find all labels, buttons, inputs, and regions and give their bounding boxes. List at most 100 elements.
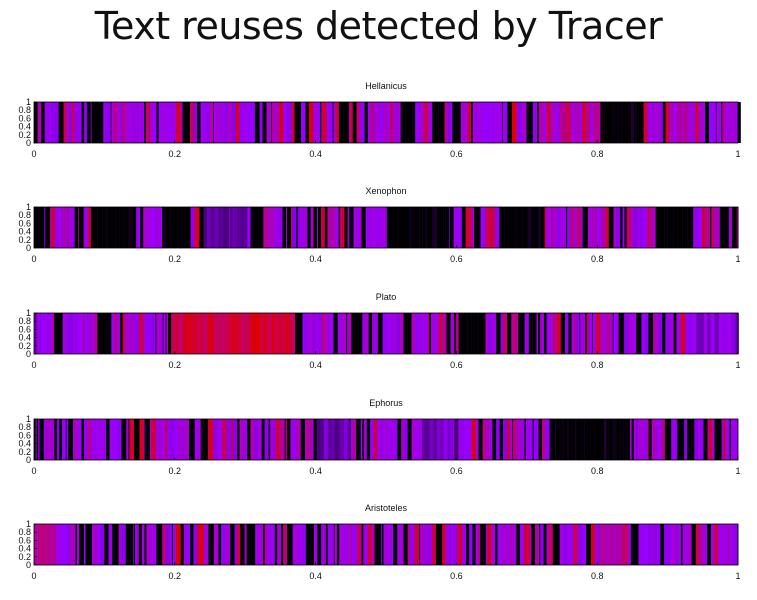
heat-stripe	[613, 207, 617, 248]
heat-stripe	[247, 207, 251, 248]
heat-stripe	[34, 207, 36, 248]
x-tick-label: 0	[31, 360, 36, 370]
heat-stripe	[97, 207, 103, 248]
heat-stripe	[403, 313, 408, 354]
heat-stripe	[631, 419, 633, 460]
heat-stripe	[333, 524, 335, 565]
y-tick-label: 0.6	[18, 113, 31, 123]
heat-stripe	[373, 102, 375, 143]
heat-stripe	[383, 102, 388, 143]
heat-stripe	[316, 419, 321, 460]
heat-stripe	[400, 102, 405, 143]
heat-stripe	[140, 207, 144, 248]
heat-stripe	[284, 313, 286, 354]
heat-stripe	[46, 524, 50, 565]
heat-stripe	[635, 524, 639, 565]
heat-stripe	[488, 102, 494, 143]
heat-stripe	[207, 313, 213, 354]
heat-stripe	[304, 313, 308, 354]
heat-stripe	[155, 313, 157, 354]
heat-stripe	[109, 419, 114, 460]
heat-stripe	[63, 207, 65, 248]
heat-stripe	[285, 419, 287, 460]
heat-stripe	[436, 419, 441, 460]
x-tick-label: 1	[735, 149, 740, 159]
heat-stripe	[582, 207, 586, 248]
heat-stripe	[730, 419, 732, 460]
heat-stripe	[167, 102, 172, 143]
heat-stripe	[292, 207, 297, 248]
heat-stripe	[165, 419, 168, 460]
heat-stripe	[575, 419, 576, 460]
heat-stripe	[124, 207, 129, 248]
heat-stripe	[230, 102, 232, 143]
heat-stripe	[277, 207, 279, 248]
heat-stripe	[393, 207, 398, 248]
heat-stripe	[724, 207, 729, 248]
heat-stripe	[455, 102, 458, 143]
heat-stripe	[136, 207, 141, 248]
heat-stripe	[660, 207, 665, 248]
heat-stripe	[185, 524, 187, 565]
heat-stripe	[527, 207, 532, 248]
heat-stripe	[248, 313, 253, 354]
heat-stripe	[183, 524, 186, 565]
heat-stripe	[627, 419, 631, 460]
heat-stripe	[271, 102, 272, 143]
heat-stripe	[599, 524, 605, 565]
heat-stripe	[618, 313, 620, 354]
heat-stripe	[134, 419, 138, 460]
heat-stripe	[114, 524, 119, 565]
heat-stripe	[580, 313, 583, 354]
heat-stripe	[194, 102, 195, 143]
plot-frame	[33, 418, 739, 461]
heat-stripe	[507, 313, 512, 354]
heat-stripe	[291, 524, 293, 565]
heat-stripe	[703, 207, 706, 248]
heat-stripe	[445, 524, 450, 565]
heat-stripe	[652, 524, 655, 565]
heat-stripe	[452, 102, 456, 143]
heat-stripe	[446, 313, 451, 354]
heat-stripe	[159, 419, 162, 460]
heat-stripe	[432, 102, 435, 143]
heat-stripe	[238, 313, 242, 354]
heat-stripe	[338, 102, 344, 143]
heat-stripe	[184, 313, 186, 354]
heat-stripe	[411, 313, 416, 354]
heat-stripe	[364, 102, 368, 143]
heat-stripe	[54, 419, 57, 460]
heat-stripe	[189, 102, 194, 143]
heat-stripe	[616, 524, 619, 565]
heat-stripe	[487, 524, 492, 565]
heat-stripe	[641, 419, 644, 460]
heat-stripe	[386, 207, 389, 248]
heat-stripe	[587, 207, 593, 248]
heat-stripe	[677, 524, 681, 565]
y-tick-label: 0.4	[18, 439, 31, 449]
heat-stripe	[50, 207, 51, 248]
heat-stripe	[268, 419, 271, 460]
heat-stripe	[298, 313, 303, 354]
heat-stripe	[530, 524, 532, 565]
heat-stripe	[731, 313, 736, 354]
heat-stripe	[162, 207, 163, 248]
heat-stripe	[733, 524, 738, 565]
heat-stripe	[717, 419, 722, 460]
heat-stripe	[48, 419, 52, 460]
heat-stripe	[119, 419, 122, 460]
heat-stripe	[36, 419, 39, 460]
heat-stripe	[321, 102, 323, 143]
heat-stripe	[526, 102, 529, 143]
heat-stripe	[315, 102, 321, 143]
heat-stripe	[700, 419, 704, 460]
heat-stripe	[466, 313, 468, 354]
heat-stripe	[595, 419, 598, 460]
heat-stripe	[411, 419, 416, 460]
heat-stripe	[127, 313, 132, 354]
heat-stripe	[594, 524, 597, 565]
heat-stripe	[183, 419, 185, 460]
heat-stripe	[69, 102, 72, 143]
heat-stripe	[596, 102, 601, 143]
